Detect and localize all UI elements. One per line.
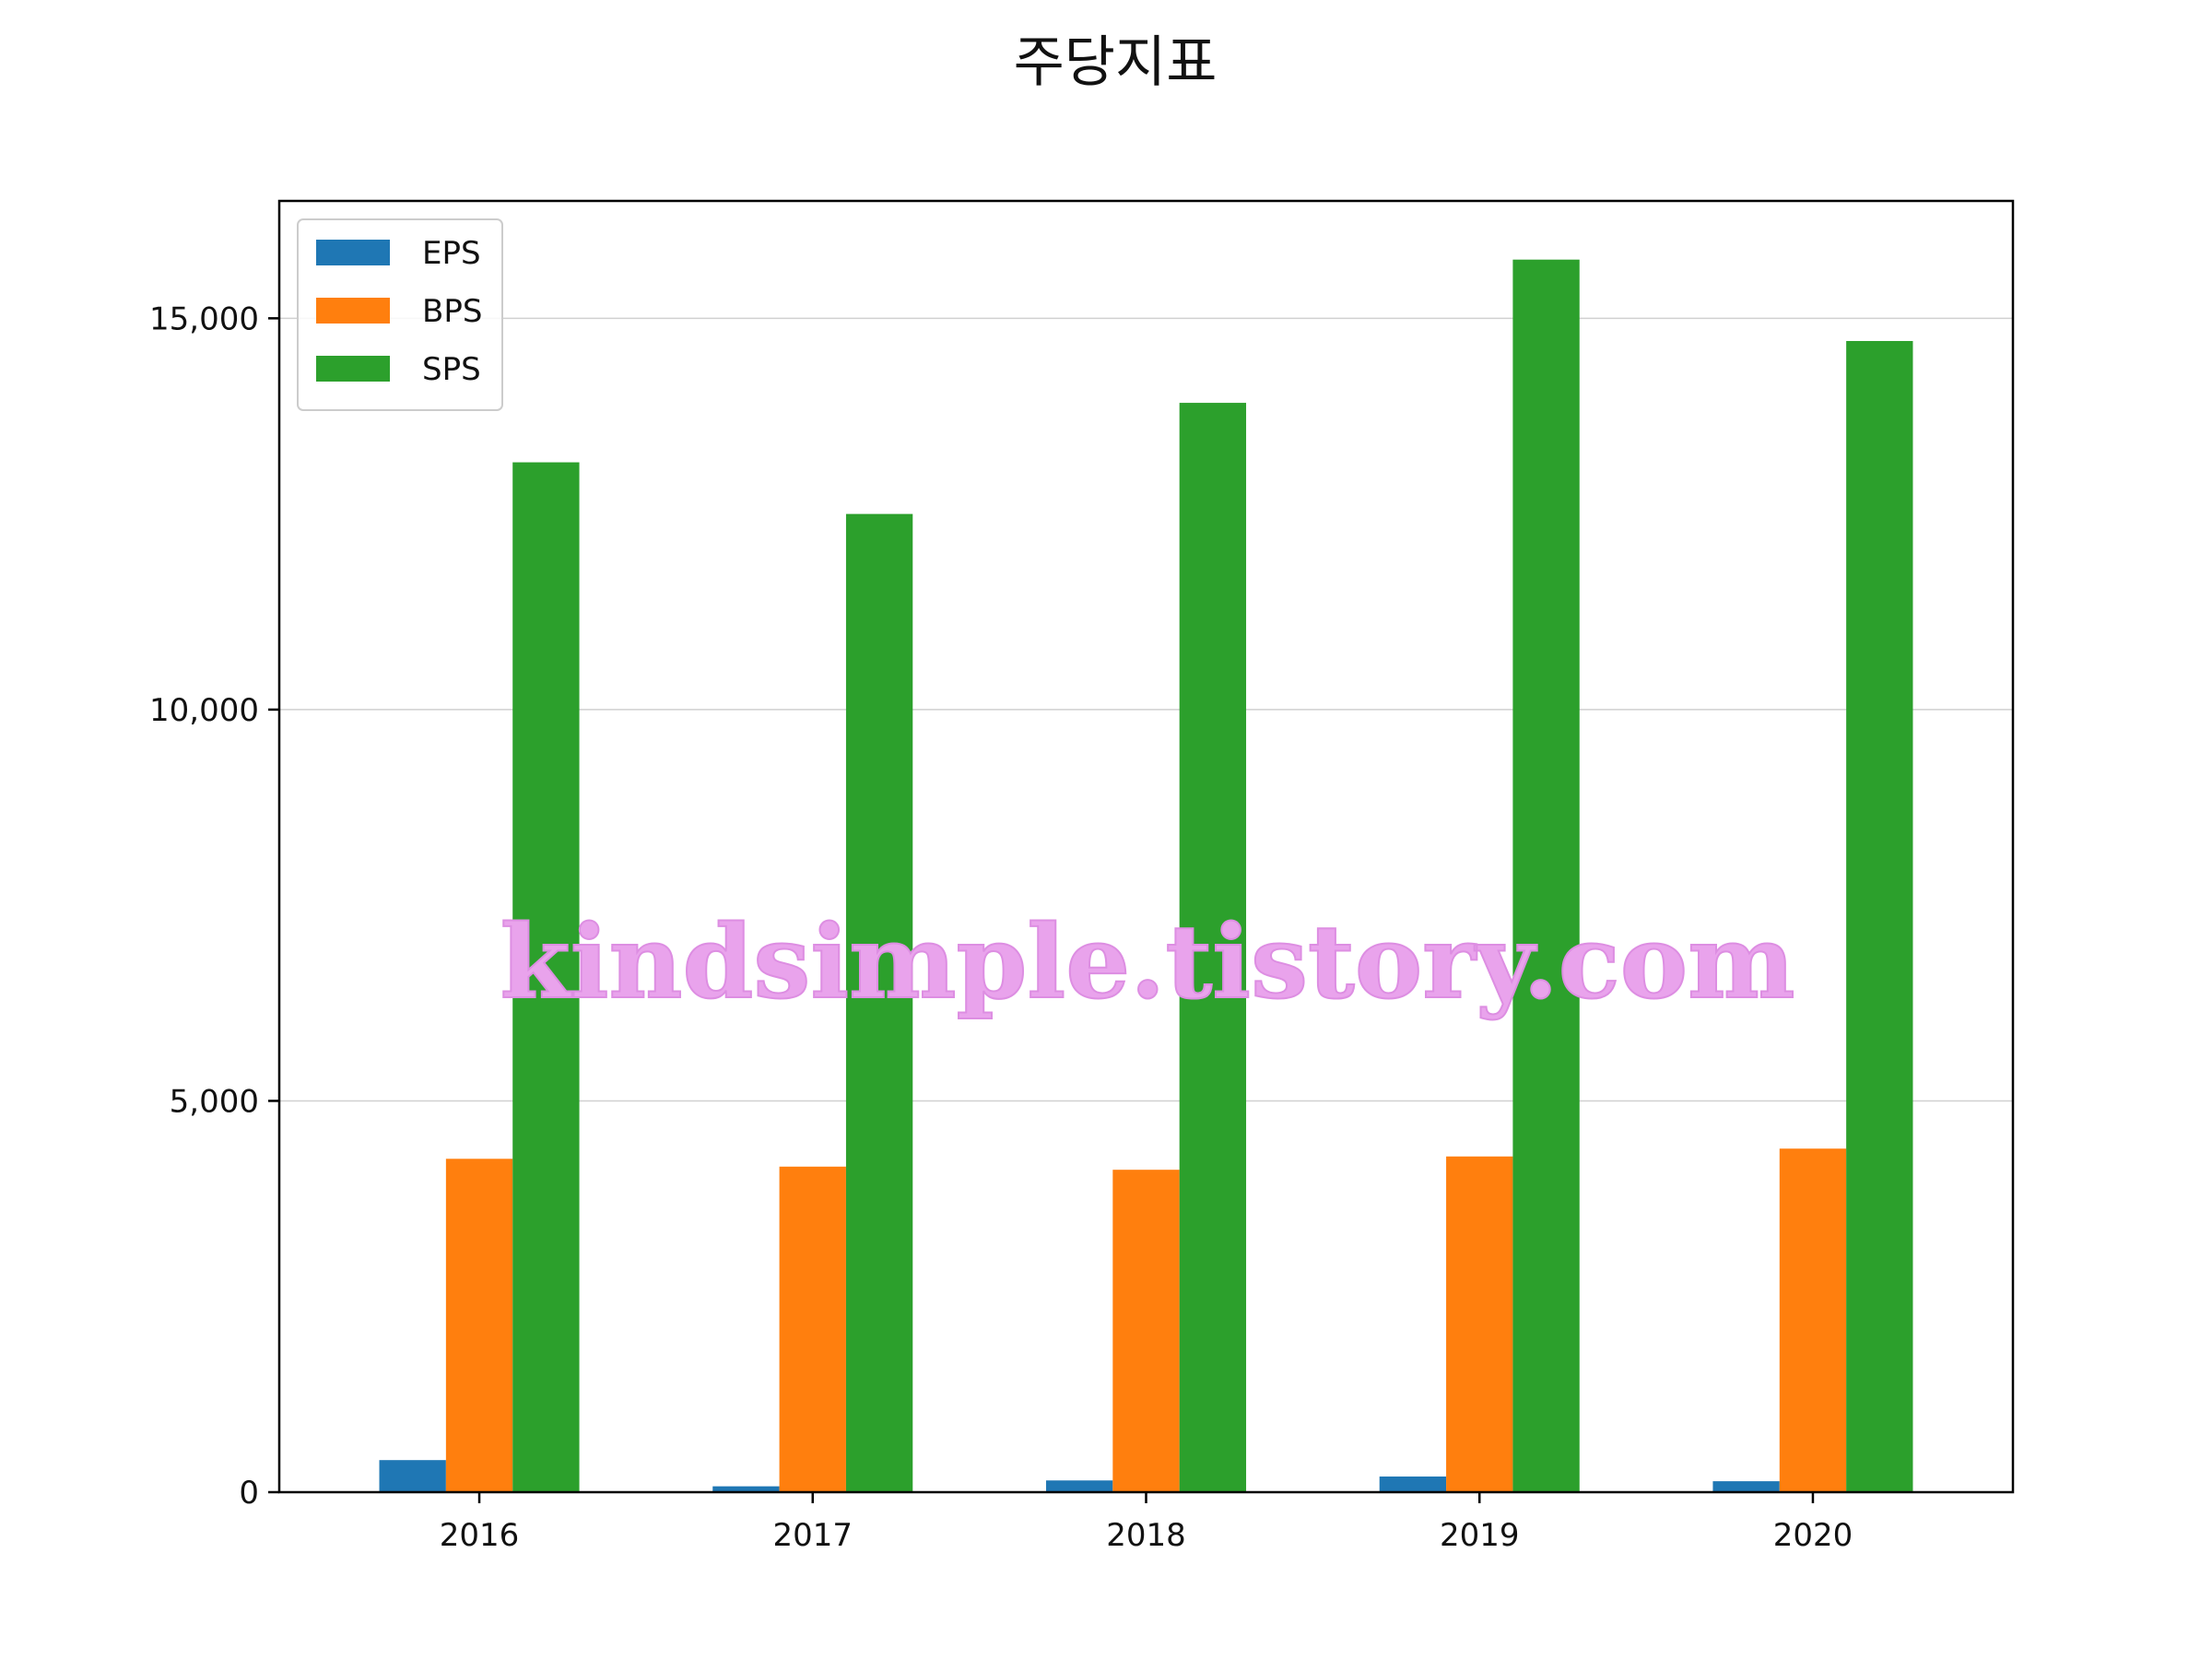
bar-bps-2020 [1779,1148,1847,1492]
bar-sps-2016 [512,462,580,1492]
bars [379,259,1913,1493]
x-tick-label: 2020 [1773,1517,1853,1554]
bar-sps-2019 [1512,259,1580,1492]
bar-sps-2017 [845,513,913,1492]
bar-bps-2017 [779,1166,846,1492]
legend-swatch-eps [316,240,390,265]
bar-bps-2016 [445,1159,513,1492]
x-tick-label: 2018 [1106,1517,1186,1554]
legend-swatch-sps [316,356,390,382]
legend-label-sps: SPS [422,351,481,388]
bar-sps-2020 [1846,340,1913,1492]
bar-eps-2016 [379,1460,446,1492]
bar-eps-2020 [1712,1481,1780,1492]
x-tick-label: 2017 [773,1517,853,1554]
axes: 0 5,000 10,000 15,000 2016 2017 2018 2019 2020 [149,300,1853,1554]
x-tick-label: 2016 [440,1517,520,1554]
y-tick-label: 0 [239,1475,259,1512]
chart-title: 주당지표 [1014,30,1218,95]
x-tick-label: 2019 [1440,1517,1520,1554]
legend-label-bps: BPS [422,293,482,330]
y-tick-label: 15,000 [149,300,259,337]
bar-sps-2018 [1179,403,1247,1493]
y-tick-label: 5,000 [170,1083,259,1120]
bar-eps-2017 [712,1486,780,1492]
legend-swatch-bps [316,298,390,324]
bar-eps-2018 [1045,1480,1113,1492]
legend: EPS BPS SPS [297,218,503,411]
bar-bps-2018 [1112,1170,1180,1492]
watermark: kindsimple.tistory.com [500,902,1795,1021]
y-tick-label: 10,000 [149,692,259,729]
bar-bps-2019 [1446,1156,1513,1492]
legend-label-eps: EPS [422,235,481,272]
bar-eps-2019 [1379,1477,1447,1492]
